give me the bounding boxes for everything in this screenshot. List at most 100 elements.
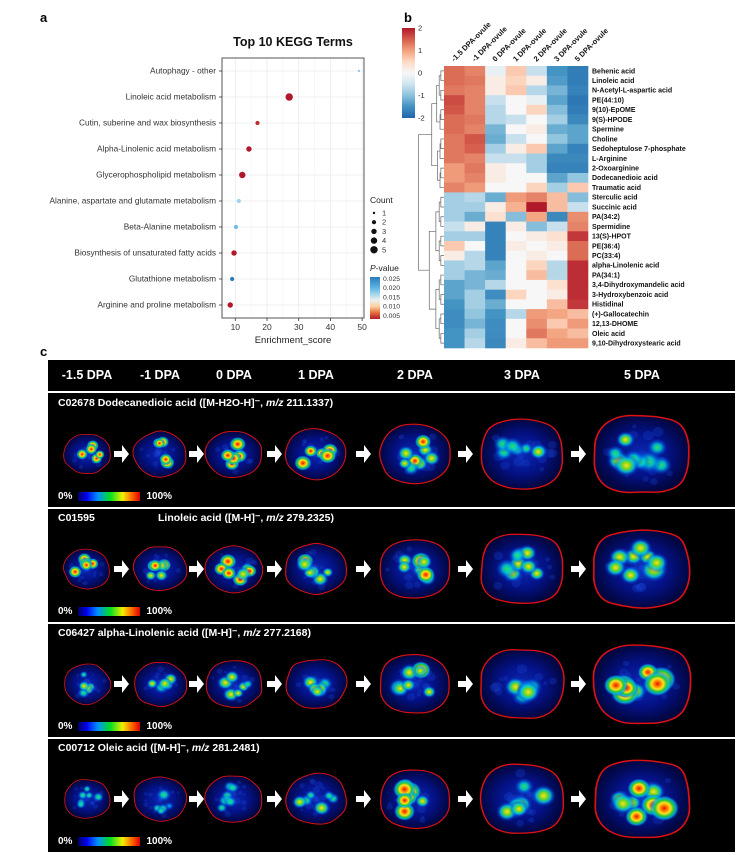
ovule-signal (213, 553, 258, 589)
hotspot (305, 790, 317, 801)
msi-ovule-image (204, 545, 264, 594)
heatmap-cell (546, 172, 568, 183)
panel-b-label: b (404, 10, 412, 25)
dendrogram-branch (440, 70, 444, 81)
ovule-outline (480, 649, 565, 719)
dendrogram-branch (440, 274, 444, 286)
ovule-signal (291, 778, 340, 817)
heatmap-cell (485, 163, 507, 174)
tissue-speckle (78, 464, 84, 469)
heatmap-cell (464, 182, 486, 193)
hotspot (77, 790, 88, 800)
dendrogram-branch (440, 235, 444, 247)
arrow-shape (188, 560, 204, 578)
hotspot (156, 788, 172, 802)
tissue-speckle (516, 820, 524, 827)
arrow-shape (571, 560, 586, 578)
hotspot (509, 800, 529, 818)
ovule-outline (64, 779, 111, 819)
tissue-speckle (636, 582, 647, 593)
tissue-speckle (83, 580, 88, 586)
heatmap-row-label: Choline (592, 136, 618, 143)
ovule-signal (489, 664, 557, 706)
heatmap-cell (485, 221, 507, 232)
tissue-speckle (664, 777, 671, 784)
tissue-speckle (247, 458, 254, 464)
colorbar-tick-label: 0 (418, 69, 422, 78)
tissue-speckle (243, 793, 247, 796)
right-arrow-icon (114, 560, 129, 578)
heatmap-cell (444, 338, 465, 349)
kegg-term-label: Arginine and proline metabolism (97, 300, 216, 310)
scalebar-max-label: 100% (146, 835, 173, 847)
right-arrow-icon (355, 560, 371, 578)
heatmap-cell (567, 260, 589, 271)
right-arrow-icon (457, 560, 473, 578)
tissue-speckle (146, 453, 150, 458)
arrow-shape (114, 445, 129, 463)
colorbar-tick-label: -1 (418, 91, 425, 100)
tissue-speckle (214, 797, 219, 802)
heatmap-cell (567, 270, 589, 281)
heatmap-row-label: PE(36:4) (592, 243, 620, 250)
heatmap-row-label: Sterculic acid (592, 195, 638, 202)
tissue-speckle (503, 675, 509, 681)
stage-label: -1.5 DPA (61, 368, 113, 382)
legend-count-dot (371, 228, 377, 235)
tissue-speckle (299, 783, 305, 789)
tissue-speckle (386, 804, 393, 810)
section-divider (48, 737, 735, 739)
hotspot (414, 434, 432, 450)
hotspot (604, 557, 627, 578)
heatmap-cell (505, 309, 527, 320)
tissue-speckle (71, 458, 78, 463)
ovule-signal (295, 549, 334, 591)
kegg-term-label: Glycerophospholipid metabolism (96, 170, 216, 180)
heatmap-cell (444, 104, 465, 115)
heatmap-cell (526, 270, 548, 281)
tissue-speckle (236, 780, 242, 785)
heatmap-cell (526, 104, 548, 115)
heatmap-cell (505, 270, 527, 281)
ovule-outline (379, 539, 451, 599)
scalebar-gradient (78, 721, 141, 731)
tissue-speckle (534, 672, 544, 681)
msi-section: C02678 Dodecanedioic acid ([M-H2O-H]⁻, m… (48, 394, 735, 507)
heatmap-row-label: Behenic acid (592, 68, 635, 75)
ovule-outline (284, 428, 347, 481)
dendrogram-branch (431, 103, 438, 167)
heatmap-cell (546, 66, 568, 77)
scalebar-max-label: 100% (146, 490, 173, 502)
heatmap-cell (505, 134, 527, 145)
heatmap-cell (505, 328, 527, 339)
msi-ovule-image (379, 423, 451, 485)
tissue-speckle (99, 562, 105, 567)
tissue-speckle (155, 448, 163, 455)
msi-section-header: C02678 Dodecanedioic acid ([M-H2O-H]⁻, m… (58, 397, 333, 409)
colorbar-tick-label: 1 (418, 46, 422, 55)
hotspot (92, 791, 104, 803)
kegg-dot (239, 171, 246, 179)
heatmap-cell (444, 192, 465, 203)
heatmap-cell (526, 202, 548, 213)
ovule-signal (603, 660, 680, 706)
tissue-speckle (413, 581, 421, 588)
ovule-signal (68, 552, 105, 586)
heatmap-cell (444, 163, 465, 174)
ovule-signal (493, 544, 556, 590)
heatmap-cell (567, 328, 589, 339)
tissue-speckle (154, 454, 158, 458)
tissue-speckle (143, 686, 148, 691)
msi-section-header: C00712 Oleic acid ([M-H]⁻, m/z 281.2481) (58, 742, 260, 754)
arrow-shape (114, 790, 129, 808)
scalebar-max-label: 100% (146, 605, 173, 617)
tissue-speckle (406, 546, 413, 552)
heatmap-row-label: Succinic acid (592, 204, 637, 211)
dendrogram-branch (428, 230, 436, 310)
right-arrow-icon (457, 675, 473, 693)
tissue-speckle (642, 476, 649, 482)
tissue-speckle (232, 665, 237, 669)
arrow-shape (188, 445, 204, 463)
heatmap-cell (485, 250, 507, 261)
msi-ovule-image (132, 546, 188, 591)
